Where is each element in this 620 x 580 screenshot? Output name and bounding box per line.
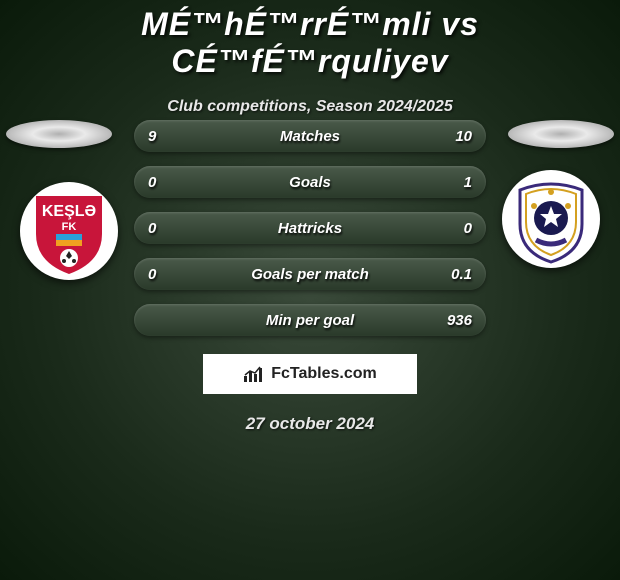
bar-chart-icon (243, 365, 265, 383)
stat-value-right: 1 (464, 174, 472, 191)
match-date: 27 october 2024 (134, 414, 486, 434)
stat-label: Min per goal (266, 312, 354, 329)
stat-label: Goals (289, 174, 331, 191)
stat-value-left: 0 (148, 266, 156, 283)
stat-row: Min per goal 936 (134, 304, 486, 336)
stat-value-right: 936 (447, 312, 472, 329)
player-left-silhouette (6, 120, 112, 148)
season-subtitle: Club competitions, Season 2024/2025 (0, 98, 620, 116)
stat-label: Matches (280, 128, 340, 145)
player-right-silhouette (508, 120, 614, 148)
club-logo-left: KEŞLƏ FK (20, 182, 118, 280)
fctables-watermark: FcTables.com (203, 354, 417, 394)
fctables-label: FcTables.com (271, 365, 377, 383)
club-logo-right (502, 170, 600, 268)
stat-value-left: 0 (148, 220, 156, 237)
page-title: MÉ™hÉ™rrÉ™mli vs CÉ™fÉ™rquliyev (0, 0, 620, 80)
qarabag-logo-icon (502, 170, 600, 268)
stat-label: Hattricks (278, 220, 342, 237)
svg-text:KEŞLƏ: KEŞLƏ (42, 203, 96, 220)
stat-value-left: 9 (148, 128, 156, 145)
stat-value-right: 0 (464, 220, 472, 237)
stat-row: 0 Goals 1 (134, 166, 486, 198)
stat-value-right: 10 (455, 128, 472, 145)
stat-label: Goals per match (251, 266, 369, 283)
stats-column: 9Matches100Goals10Hattricks00Goals per m… (134, 120, 486, 434)
stat-row: 0 Hattricks 0 (134, 212, 486, 244)
kesla-logo-icon: KEŞLƏ FK (20, 182, 118, 280)
stat-value-left: 0 (148, 174, 156, 191)
stat-value-right: 0.1 (451, 266, 472, 283)
stat-row: 0 Goals per match 0.1 (134, 258, 486, 290)
svg-text:FK: FK (62, 221, 77, 233)
stat-row: 9 Matches 10 (134, 120, 486, 152)
